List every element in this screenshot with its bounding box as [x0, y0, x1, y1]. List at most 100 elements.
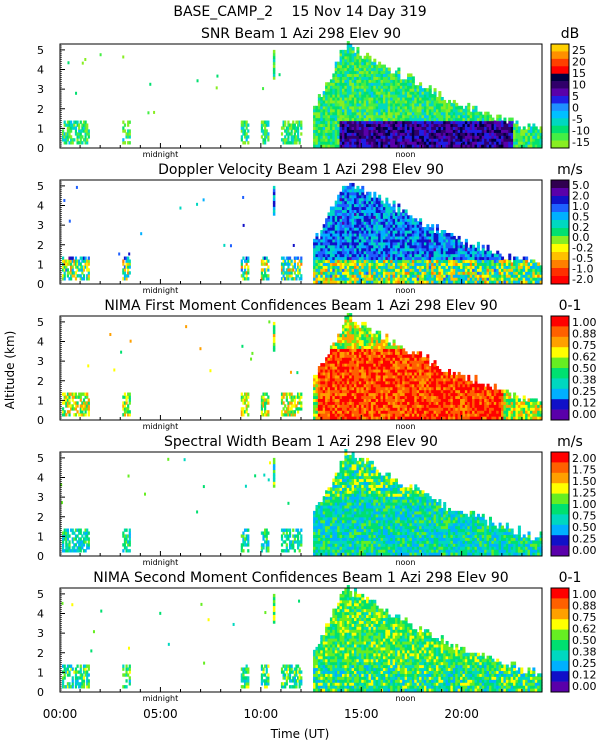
colorbar-segment	[551, 88, 569, 97]
x-tick-label: 05:00	[143, 707, 178, 721]
colorbar-label: -2.0	[572, 273, 593, 286]
colorbar-label: 20	[572, 55, 586, 68]
data-field	[62, 313, 543, 420]
y-tick-label: 1	[37, 258, 44, 271]
colorbar-segment	[551, 96, 569, 104]
colorbar-label: 10	[572, 78, 586, 91]
colorbar-segment	[551, 316, 569, 327]
header-site: BASE_CAMP_2	[173, 4, 273, 20]
panel-2: Doppler Velocity Beam 1 Azi 298 Elev 90 m…	[37, 162, 593, 295]
colorbar-segment	[551, 524, 569, 536]
colorbar-segment	[551, 452, 569, 463]
colorbar-label: 1.00	[572, 588, 597, 601]
panels: SNR Beam 1 Azi 298 Elev 90 dB 0 1 2 3 4 5 midnig…	[37, 26, 597, 703]
y-tick-label: 4	[37, 200, 44, 213]
y-tick-label: 5	[37, 180, 44, 193]
colorbar-label: 0	[572, 102, 579, 115]
y-tick-label: 0	[37, 686, 44, 699]
colorbar-label: 0.25	[572, 657, 597, 670]
colorbar-label: 0.88	[572, 327, 597, 340]
colorbar-label: 0.88	[572, 599, 597, 612]
colorbar-segment	[551, 236, 569, 245]
colorbar-label: 0.62	[572, 622, 597, 635]
colorbar-segment	[551, 44, 569, 52]
colorbar-segment	[551, 180, 569, 189]
colorbar: 1.000.880.750.620.500.380.250.120.00	[550, 587, 597, 693]
colorbar-label: 15	[572, 67, 586, 80]
colorbar-segment	[551, 409, 569, 421]
colorbar-segment	[551, 462, 569, 474]
panel-unit: m/s	[557, 434, 583, 450]
colorbar-segment	[551, 608, 569, 620]
colorbar-segment	[551, 268, 569, 277]
colorbar-segment	[551, 58, 569, 67]
x-tick-labels: 00:00 05:00 10:00 15:00 20:00	[43, 707, 479, 721]
y-tick-label: 2	[37, 239, 44, 252]
noon-label: noon	[395, 286, 415, 295]
colorbar: 1.000.880.750.620.500.380.250.120.00	[550, 315, 597, 421]
colorbar-segment	[551, 133, 569, 141]
noon-label: noon	[395, 694, 415, 703]
colorbar-segment	[551, 81, 569, 89]
colorbar-label: 5.0	[572, 179, 590, 192]
colorbar-label: 0.0	[572, 231, 590, 244]
colorbar-segment	[551, 368, 569, 379]
y-tick-label: 3	[37, 355, 44, 368]
panel-4: Spectral Width Beam 1 Azi 298 Elev 90 m/s…	[37, 434, 597, 567]
colorbar-label: -0.2	[572, 242, 593, 255]
data-field	[62, 182, 543, 284]
colorbar-segment	[551, 51, 569, 60]
colorbar-segment	[551, 220, 569, 229]
colorbar-label: 0.00	[572, 544, 597, 557]
y-tick-label: 1	[37, 122, 44, 135]
panel-1: SNR Beam 1 Azi 298 Elev 90 dB 0 1 2 3 4 5 midnig…	[37, 26, 590, 159]
colorbar-segment	[551, 118, 569, 127]
colorbar-segment	[551, 260, 569, 269]
midnight-label: midnight	[143, 694, 179, 703]
colorbar-label: 0.00	[572, 408, 597, 421]
colorbar-label: 0.25	[572, 385, 597, 398]
colorbar-label: -1.0	[572, 262, 593, 275]
colorbar-segment	[551, 347, 569, 358]
colorbar-segment	[551, 103, 569, 112]
colorbar-segment	[551, 125, 569, 134]
y-tick-label: 4	[37, 64, 44, 77]
colorbar-segment	[551, 640, 569, 651]
colorbar-label: 0.5	[572, 210, 590, 223]
y-tick-label: 5	[37, 44, 44, 57]
colorbar-label: 1.00	[572, 316, 597, 329]
y-tick-label: 4	[37, 608, 44, 621]
colorbar-label: -0.5	[572, 252, 593, 265]
colorbar-label: 0.50	[572, 521, 597, 534]
colorbar-segment	[551, 110, 569, 119]
colorbar-segment	[551, 196, 569, 205]
y-tick-label: 3	[37, 627, 44, 640]
colorbar-label: 25	[572, 44, 586, 57]
x-tick-label: 15:00	[344, 707, 379, 721]
colorbar-segment	[551, 388, 569, 400]
colorbar-label: 1.50	[572, 475, 597, 488]
y-tick-label: 5	[37, 452, 44, 465]
colorbar-label: 0.38	[572, 646, 597, 659]
y-tick-label: 0	[37, 414, 44, 427]
midnight-label: midnight	[143, 286, 179, 295]
colorbar: 2.001.751.501.251.000.750.500.250.00	[550, 451, 597, 557]
colorbar-label: 0.62	[572, 350, 597, 363]
colorbar-segment	[551, 244, 569, 253]
midnight-label: midnight	[143, 422, 179, 431]
colorbar-segment	[551, 228, 569, 237]
colorbar-label: -10	[572, 125, 590, 138]
panel-unit: m/s	[557, 162, 583, 178]
colorbar-segment	[551, 212, 569, 221]
colorbar-segment	[551, 204, 569, 213]
noon-label: noon	[395, 558, 415, 567]
colorbar-segment	[551, 629, 569, 641]
colorbar-segment	[551, 326, 569, 338]
y-tick-label: 1	[37, 394, 44, 407]
colorbar-segment	[551, 660, 569, 672]
colorbar-label: 2.0	[572, 190, 590, 203]
y-tick-label: 0	[37, 550, 44, 563]
colorbar-segment	[551, 399, 569, 410]
y-tick-label: 0	[37, 142, 44, 155]
